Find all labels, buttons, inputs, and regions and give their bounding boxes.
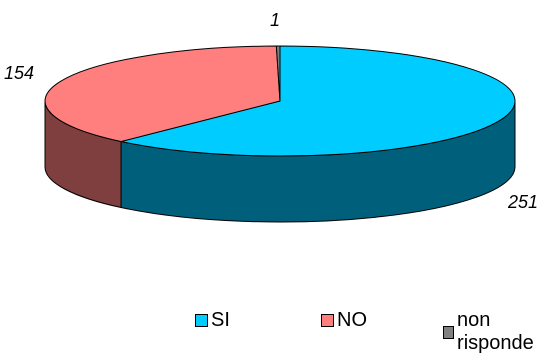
legend: SI NO non risponde [0,309,552,354]
legend-item-no: NO [321,309,367,332]
pie-slice-si [120,45,516,157]
legend-label-si: SI [211,309,230,331]
legend-label-non-risponde: non risponde [457,309,534,354]
legend-item-non-risponde: non risponde [443,309,552,355]
legend-swatch-si [195,314,208,327]
pie-slice-no [44,45,281,143]
legend-swatch-no [321,314,334,327]
data-label-si: 251 [507,192,538,212]
legend-label-no: NO [337,309,367,331]
pie-tops [44,45,516,157]
pie-slice-non-risponde [275,45,281,102]
data-label-non-risponde: 1 [270,10,280,30]
pie-chart: 251 154 1 [4,10,538,223]
legend-item-si: SI [195,309,230,332]
data-label-no: 154 [4,63,34,83]
legend-swatch-non-risponde [443,325,455,339]
